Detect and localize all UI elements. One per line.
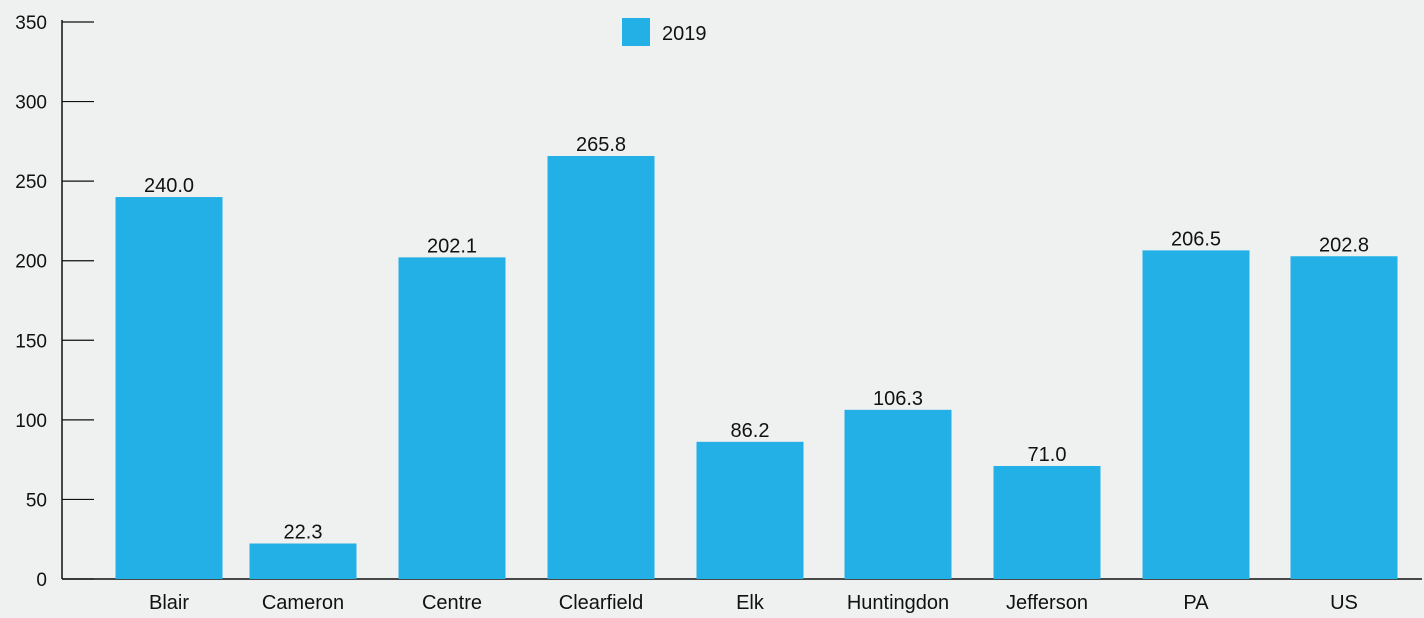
x-tick-label: Jefferson bbox=[1006, 592, 1088, 613]
y-tick-label: 50 bbox=[26, 490, 47, 511]
bar-value-label: 106.3 bbox=[873, 388, 923, 410]
y-axis-labels: 0 50 100 150 200 250 300 350 bbox=[15, 13, 47, 591]
legend-label: 2019 bbox=[662, 23, 707, 45]
x-tick-label: Cameron bbox=[262, 592, 344, 613]
x-tick-label: Huntingdon bbox=[847, 592, 949, 613]
bar-value-label: 22.3 bbox=[284, 522, 323, 544]
x-tick-label: Elk bbox=[736, 592, 765, 613]
bar bbox=[115, 197, 223, 580]
bar bbox=[249, 543, 357, 579]
y-tick-label: 200 bbox=[15, 252, 47, 273]
x-tick-label: Centre bbox=[422, 592, 482, 613]
x-tick-label: Blair bbox=[149, 592, 189, 613]
bar-value-label: 202.1 bbox=[427, 235, 477, 257]
bar bbox=[398, 257, 506, 579]
bar-value-label: 71.0 bbox=[1028, 444, 1067, 466]
y-tick-label: 100 bbox=[15, 411, 47, 432]
x-tick-label: US bbox=[1330, 592, 1358, 613]
bar-value-label: 265.8 bbox=[576, 134, 626, 156]
y-tick-label: 300 bbox=[15, 93, 47, 114]
y-tick-label: 150 bbox=[15, 331, 47, 352]
legend-swatch bbox=[622, 18, 650, 46]
bar-value-label: 240.0 bbox=[144, 175, 194, 197]
bar bbox=[993, 466, 1101, 579]
legend: 2019 bbox=[622, 18, 707, 46]
bar bbox=[1142, 250, 1250, 579]
y-tick-label: 0 bbox=[36, 570, 47, 591]
x-tick-label: PA bbox=[1183, 592, 1209, 613]
bar bbox=[547, 155, 655, 579]
value-labels: 240.0 22.3 202.1 265.8 86.2 106.3 71.0 206.5 202… bbox=[144, 134, 1369, 544]
bar-value-label: 86.2 bbox=[731, 420, 770, 442]
bar-value-label: 202.8 bbox=[1319, 234, 1369, 256]
bar bbox=[696, 441, 804, 579]
bars bbox=[115, 155, 1398, 580]
x-axis-labels: Blair Cameron Centre Clearfield Elk Huntingdo… bbox=[149, 592, 1358, 614]
y-tick-label: 250 bbox=[15, 172, 47, 193]
x-tick-label: Clearfield bbox=[559, 592, 643, 613]
y-tick-label: 350 bbox=[15, 13, 47, 34]
bar bbox=[844, 409, 952, 579]
bar-value-label: 206.5 bbox=[1171, 228, 1221, 250]
bar bbox=[1290, 256, 1398, 579]
